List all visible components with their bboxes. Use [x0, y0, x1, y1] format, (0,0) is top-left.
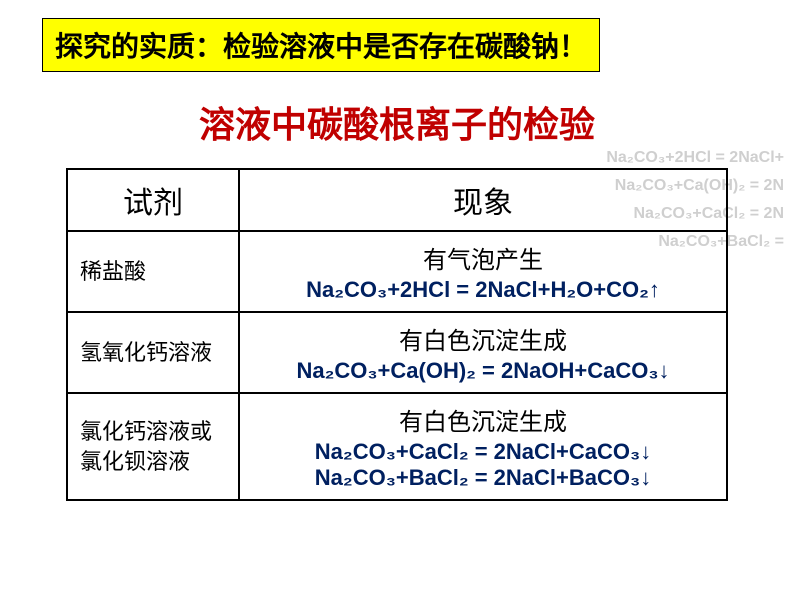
reagent-cell: 氢氧化钙溶液 [67, 312, 239, 393]
equation-text: Na₂CO₃+BaCl₂ = 2NaCl+BaCO₃↓ [252, 465, 714, 491]
reagent-cell: 稀盐酸 [67, 231, 239, 312]
reagent-cell: 氯化钙溶液或氯化钡溶液 [67, 393, 239, 500]
page-title: 溶液中碳酸根离子的检验 [0, 96, 794, 148]
table-row: 氢氧化钙溶液 有白色沉淀生成 Na₂CO₃+Ca(OH)₂ = 2NaOH+Ca… [67, 312, 727, 393]
phenomenon-cell: 有气泡产生 Na₂CO₃+2HCl = 2NaCl+H₂O+CO₂↑ [239, 231, 727, 312]
phenomenon-text: 有气泡产生 [252, 240, 714, 275]
header-phenomenon: 现象 [239, 169, 727, 231]
equation-text: Na₂CO₃+CaCl₂ = 2NaCl+CaCO₃↓ [252, 439, 714, 465]
table-row: 稀盐酸 有气泡产生 Na₂CO₃+2HCl = 2NaCl+H₂O+CO₂↑ [67, 231, 727, 312]
phenomenon-text: 有白色沉淀生成 [252, 402, 714, 437]
table-header-row: 试剂 现象 [67, 169, 727, 231]
equation-text: Na₂CO₃+2HCl = 2NaCl+H₂O+CO₂↑ [252, 277, 714, 303]
carbonate-test-table: 试剂 现象 稀盐酸 有气泡产生 Na₂CO₃+2HCl = 2NaCl+H₂O+… [66, 168, 728, 501]
table-row: 氯化钙溶液或氯化钡溶液 有白色沉淀生成 Na₂CO₃+CaCl₂ = 2NaCl… [67, 393, 727, 500]
header-reagent: 试剂 [67, 169, 239, 231]
banner-heading: 探究的实质：检验溶液中是否存在碳酸钠！ [42, 18, 600, 72]
phenomenon-cell: 有白色沉淀生成 Na₂CO₃+CaCl₂ = 2NaCl+CaCO₃↓ Na₂C… [239, 393, 727, 500]
phenomenon-text: 有白色沉淀生成 [252, 321, 714, 356]
phenomenon-cell: 有白色沉淀生成 Na₂CO₃+Ca(OH)₂ = 2NaOH+CaCO₃↓ [239, 312, 727, 393]
equation-text: Na₂CO₃+Ca(OH)₂ = 2NaOH+CaCO₃↓ [252, 358, 714, 384]
